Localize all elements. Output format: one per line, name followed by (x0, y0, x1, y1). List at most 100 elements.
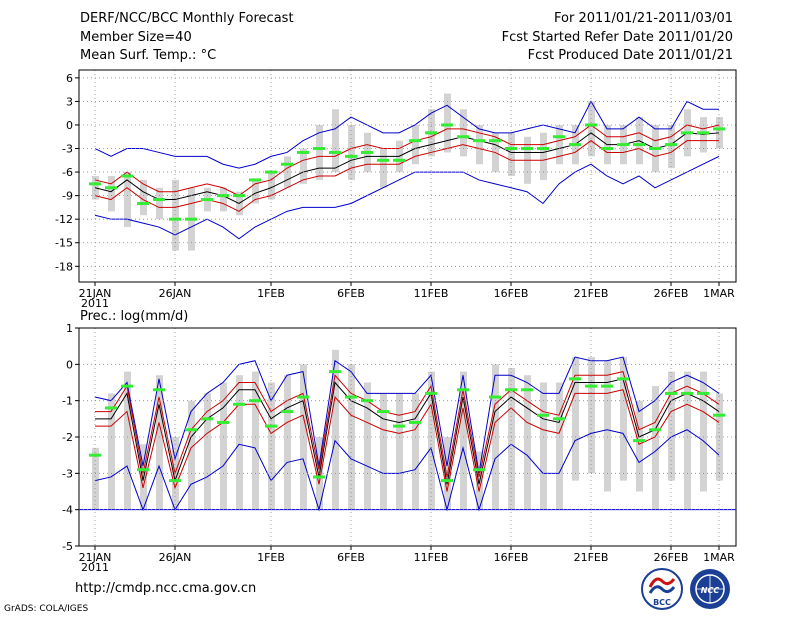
prec-lower-spread-line (95, 389, 720, 492)
prec-reference-marker (297, 395, 309, 399)
prec-spread-box (668, 371, 675, 481)
prec-reference-marker (553, 417, 565, 421)
temp-lower-spread-line (94, 140, 719, 212)
temp-reference-marker (393, 158, 405, 162)
temp-spread-box (252, 179, 259, 204)
temp-minimum-line (94, 155, 720, 240)
prec-reference-marker (681, 391, 693, 395)
temp-frame (78, 69, 737, 283)
source-url[interactable]: http://cmdp.ncc.cma.gov.cn (75, 581, 257, 596)
temp-ytick-label: 6 (66, 72, 73, 85)
prec-reference-marker (377, 410, 389, 414)
prec-reference-marker (489, 395, 501, 399)
temp-ytick-label: -9 (62, 190, 73, 203)
temp-reference-marker (281, 162, 293, 166)
prec-spread-box (204, 393, 211, 510)
temp-spread-box (124, 172, 131, 228)
prec-spread-box (124, 371, 131, 510)
prec-ytick-label: -3 (62, 467, 73, 480)
prec-minimum-line (94, 429, 720, 512)
prec-reference-marker (265, 424, 277, 428)
temp-spread-box (668, 124, 675, 169)
prec-spread-box (268, 382, 275, 510)
temp-reference-marker (249, 178, 261, 182)
temp-reference-marker (569, 143, 581, 147)
temp-xtick-label: 26JAN (159, 287, 192, 300)
forecast-produced: Fcst Produced Date 2011/01/21 (527, 48, 733, 63)
prec-spread-box (540, 382, 547, 510)
prec-ytick-label: -2 (62, 431, 73, 444)
prec-reference-marker (185, 428, 197, 432)
temp-reference-marker (89, 182, 101, 186)
prec-reference-marker (345, 395, 357, 399)
prec-reference-marker (217, 420, 229, 424)
prec-spread-box (700, 371, 707, 492)
temp-xtick-label: 1MAR (703, 287, 735, 300)
variable-label: Mean Surf. Temp.: °C (80, 48, 217, 63)
prec-ytick-label: -4 (62, 504, 73, 517)
prec-reference-marker (457, 388, 469, 392)
ncc-logo-text: NCC (701, 586, 720, 595)
prec-reference-marker (137, 468, 149, 472)
prec-xtick-label: 26FEB (654, 551, 689, 564)
temp-spread-box (220, 187, 227, 212)
prec-spread-box (284, 375, 291, 510)
temp-ytick-label: -15 (55, 237, 73, 250)
prec-reference-marker (153, 388, 165, 392)
temp-reference-marker (617, 143, 629, 147)
temp-ytick-label: -18 (55, 260, 73, 273)
prec-reference-marker (313, 475, 325, 479)
prec-reference-marker (121, 384, 133, 388)
temp-reference-marker (473, 139, 485, 143)
prec-xtick-label: 1FEB (257, 551, 285, 564)
prec-reference-marker (521, 388, 533, 392)
temp-ytick-label: -12 (55, 213, 73, 226)
temp-maximum-line (94, 100, 719, 169)
prec-frame (78, 327, 737, 547)
prec-reference-marker (409, 420, 421, 424)
temp-xtick-label: 16FEB (494, 287, 529, 300)
prec-xtick-label: 21FEB (574, 551, 609, 564)
temp-reference-marker (361, 150, 373, 154)
prec-spread-box (156, 375, 163, 510)
temp-reference-marker (681, 131, 693, 135)
prec-spread-box (636, 400, 643, 492)
prec-reference-marker (329, 370, 341, 374)
prec-spread-box (108, 393, 115, 510)
prec-reference-marker (441, 479, 453, 483)
bcc-logo-icon: BCC (641, 568, 683, 610)
prec-reference-marker (633, 439, 645, 443)
prec-xtick-label: 1MAR (703, 551, 735, 564)
temp-reference-marker (409, 139, 421, 143)
prec-reference-marker (569, 377, 581, 381)
temp-reference-marker (153, 198, 165, 202)
prec-xtick-label: 26JAN (159, 551, 192, 564)
prec-spread-box (380, 393, 387, 510)
prec-reference-marker (425, 391, 437, 395)
prec-reference-marker (617, 377, 629, 381)
prec-spread-box (460, 371, 467, 510)
prec-reference-marker (585, 384, 597, 388)
temp-xtick-year: 2011 (81, 297, 109, 310)
prec-spread-box (684, 371, 691, 510)
prec-reference-marker (537, 413, 549, 417)
temp-upper-spread-line (94, 124, 720, 197)
prec-reference-marker (105, 406, 117, 410)
temp-ytick-label: -6 (62, 166, 73, 179)
temp-reference-marker (553, 135, 565, 139)
member-size: Member Size=40 (80, 30, 192, 45)
prec-reference-marker (89, 453, 101, 457)
prec-reference-marker (665, 391, 677, 395)
temp-reference-marker (121, 174, 133, 178)
prec-xtick-year: 2011 (81, 561, 109, 574)
temp-reference-marker (457, 135, 469, 139)
prec-maximum-line (94, 356, 720, 474)
temp-spread-box (380, 148, 387, 188)
temp-spread-box (508, 132, 515, 176)
temp-xtick-label: 26FEB (654, 287, 689, 300)
prec-reference-marker (393, 424, 405, 428)
prec-reference-marker (281, 410, 293, 414)
temp-xtick-label: 6FEB (337, 287, 365, 300)
